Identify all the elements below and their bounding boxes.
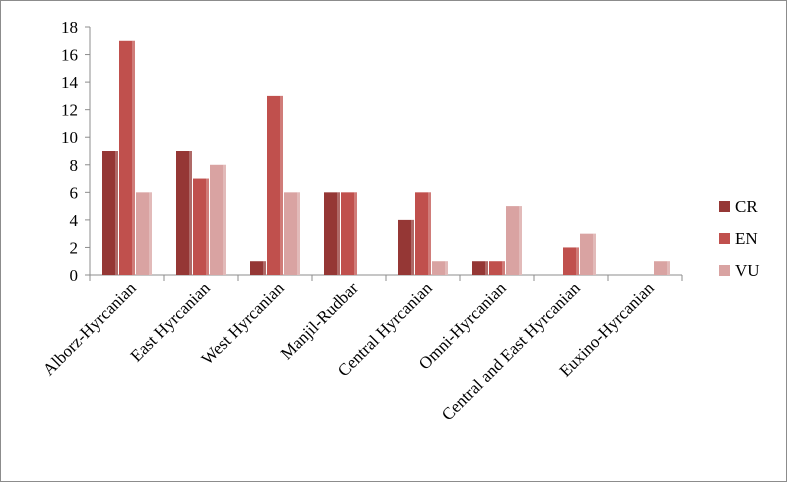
bar-highlight [593, 233, 596, 275]
bar-highlight [223, 164, 226, 275]
bar-en [563, 247, 579, 275]
bar-highlight [411, 219, 414, 275]
y-tick-label: 18 [61, 18, 78, 37]
bar-highlight [576, 247, 579, 275]
bar-en [119, 40, 135, 276]
y-tick-label: 12 [61, 101, 78, 120]
bar-vu [432, 261, 448, 275]
bar-highlight [132, 40, 135, 276]
bar-en [341, 192, 357, 275]
bar-cr [102, 151, 118, 275]
chart-legend: CR EN VU [719, 197, 760, 280]
y-tick-label: 16 [61, 46, 78, 65]
bar-vu [210, 164, 226, 275]
y-tick-label: 14 [61, 73, 79, 92]
legend-swatch-vu [719, 265, 730, 276]
bar-vu [284, 192, 300, 275]
bar-vu [136, 192, 152, 275]
y-tick-label: 0 [70, 266, 79, 285]
bar-cr [472, 261, 488, 275]
category-label: Alborz-Hyrcanian [39, 278, 140, 379]
bar-highlight [189, 151, 192, 275]
y-tick-label: 10 [61, 128, 78, 147]
bar-en [415, 192, 431, 275]
bar-en [267, 95, 283, 275]
bar-cr [176, 151, 192, 275]
chart-bars [102, 40, 670, 276]
legend-label-cr: CR [735, 197, 758, 216]
bar-highlight [149, 192, 152, 275]
bar-highlight [297, 192, 300, 275]
bar-vu [506, 206, 522, 275]
bar-highlight [354, 192, 357, 275]
bar-highlight [485, 261, 488, 275]
category-label: Central and East Hyrcanian [438, 278, 584, 424]
bar-vu [654, 261, 670, 275]
y-tick-label: 6 [70, 183, 79, 202]
legend-swatch-cr [719, 201, 730, 212]
bar-highlight [337, 192, 340, 275]
bar-en [193, 178, 209, 275]
bar-highlight [115, 151, 118, 275]
bar-highlight [667, 261, 670, 275]
bar-en [489, 261, 505, 275]
legend-label-en: EN [735, 229, 758, 248]
bar-vu [580, 233, 596, 275]
bar-cr [398, 219, 414, 275]
bar-highlight [280, 95, 283, 275]
bar-highlight [428, 192, 431, 275]
y-tick-label: 4 [70, 211, 79, 230]
y-axis-ticks: 0 2 4 6 8 10 12 14 16 18 [61, 18, 90, 285]
bar-highlight [502, 261, 505, 275]
y-tick-label: 8 [70, 156, 79, 175]
bar-cr [250, 261, 266, 275]
bar-cr [324, 192, 340, 275]
bar-highlight [519, 206, 522, 275]
legend-label-vu: VU [735, 261, 760, 280]
y-tick-label: 2 [70, 238, 79, 257]
bar-highlight [206, 178, 209, 275]
legend-swatch-en [719, 233, 730, 244]
bar-highlight [263, 261, 266, 275]
bar-highlight [445, 261, 448, 275]
